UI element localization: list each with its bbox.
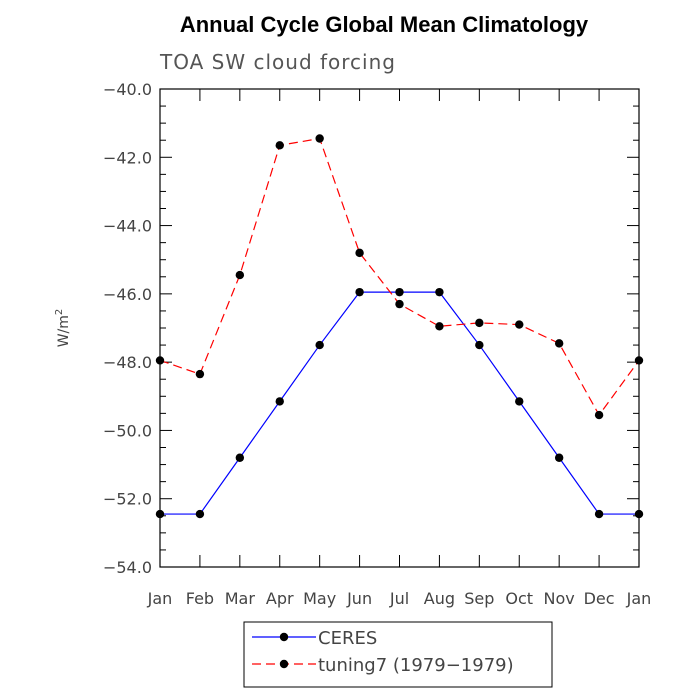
- data-point-1: [275, 141, 284, 150]
- data-point-0: [594, 509, 604, 519]
- x-tick-label: Aug: [424, 589, 455, 608]
- y-tick-label: −50.0: [103, 421, 152, 440]
- legend-marker-1: [279, 659, 289, 669]
- x-tick-label: Jun: [346, 589, 372, 608]
- data-point-1: [355, 248, 364, 258]
- series-line-0: [160, 291, 639, 515]
- data-point-1: [554, 339, 564, 348]
- data-point-0: [235, 453, 245, 462]
- data-point-0: [395, 287, 404, 297]
- data-point-1: [195, 369, 205, 379]
- plot-frame: [159, 88, 640, 568]
- x-tick-label: Nov: [544, 589, 575, 608]
- y-tick-label: −40.0: [103, 80, 152, 99]
- chart-title: Annual Cycle Global Mean Climatology: [180, 12, 589, 37]
- legend-marker-0: [279, 632, 289, 642]
- y-tick-label: −46.0: [103, 285, 152, 304]
- data-point-1: [395, 299, 404, 309]
- data-point-0: [315, 340, 324, 350]
- data-point-0: [475, 340, 484, 350]
- y-tick-label: −42.0: [103, 148, 152, 167]
- y-tick-label: −44.0: [103, 217, 152, 236]
- data-point-1: [315, 134, 324, 143]
- data-point-0: [195, 509, 205, 519]
- chart-subtitle: TOA SW cloud forcing: [159, 50, 396, 74]
- legend: CERES tuning7 (1979−1979): [243, 621, 553, 688]
- data-point-1: [515, 320, 524, 329]
- legend-box: [243, 621, 553, 688]
- data-point-0: [435, 287, 444, 297]
- data-point-0: [515, 397, 524, 406]
- x-tick-label: Oct: [505, 589, 533, 608]
- y-axis-label: W/m2: [54, 309, 72, 348]
- y-tick-label: −54.0: [103, 558, 152, 577]
- x-tick-label: Sep: [464, 589, 494, 608]
- x-tick-label: Jan: [626, 589, 652, 608]
- data-point-0: [355, 287, 364, 297]
- x-tick-label: Feb: [186, 589, 214, 608]
- data-point-1: [594, 410, 604, 420]
- data-point-0: [275, 397, 284, 406]
- data-point-1: [475, 318, 484, 328]
- x-tick-label: Dec: [584, 589, 615, 608]
- data-point-1: [235, 270, 245, 280]
- legend-label-0: CERES: [318, 628, 377, 649]
- x-tick-label: Jan: [147, 589, 173, 608]
- x-tick-label: Apr: [266, 589, 294, 608]
- data-point-0: [554, 453, 564, 462]
- x-tick-label: Jul: [389, 589, 409, 608]
- series-line-1: [159, 137, 640, 417]
- data-point-1: [435, 322, 444, 331]
- x-tick-label: May: [303, 589, 336, 608]
- y-tick-label: −52.0: [103, 490, 152, 509]
- legend-label-1: tuning7 (1979−1979): [318, 655, 514, 676]
- x-tick-label: Mar: [225, 589, 256, 608]
- y-tick-label: −48.0: [103, 353, 152, 372]
